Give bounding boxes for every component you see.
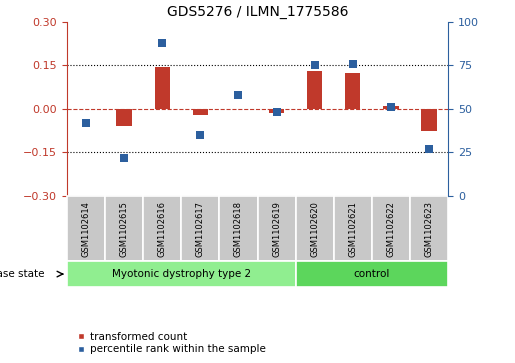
Text: GSM1102618: GSM1102618: [234, 201, 243, 257]
FancyBboxPatch shape: [181, 196, 219, 261]
Bar: [307, 71, 322, 109]
Text: GSM1102620: GSM1102620: [310, 201, 319, 257]
Point: [196, 132, 204, 138]
Point: [120, 155, 128, 160]
Bar: [269, 109, 284, 113]
FancyBboxPatch shape: [258, 196, 296, 261]
Bar: [421, 109, 437, 131]
Point: [82, 120, 90, 126]
Text: GSM1102615: GSM1102615: [119, 201, 129, 257]
Text: GSM1102622: GSM1102622: [386, 201, 396, 257]
Point: [234, 92, 243, 98]
Point: [387, 104, 395, 110]
Bar: [193, 109, 208, 115]
Point: [158, 40, 166, 46]
Text: disease state: disease state: [0, 269, 44, 279]
FancyBboxPatch shape: [296, 261, 448, 287]
Bar: [116, 109, 132, 126]
Text: GSM1102617: GSM1102617: [196, 201, 205, 257]
FancyBboxPatch shape: [143, 196, 181, 261]
FancyBboxPatch shape: [67, 196, 105, 261]
FancyBboxPatch shape: [296, 196, 334, 261]
Point: [349, 61, 357, 66]
Text: GSM1102614: GSM1102614: [81, 201, 91, 257]
Point: [425, 146, 433, 152]
FancyBboxPatch shape: [372, 196, 410, 261]
FancyBboxPatch shape: [410, 196, 448, 261]
FancyBboxPatch shape: [105, 196, 143, 261]
Text: Myotonic dystrophy type 2: Myotonic dystrophy type 2: [112, 269, 251, 279]
Text: GSM1102616: GSM1102616: [158, 201, 167, 257]
Text: GSM1102619: GSM1102619: [272, 201, 281, 257]
FancyBboxPatch shape: [219, 196, 258, 261]
FancyBboxPatch shape: [67, 261, 296, 287]
Legend: transformed count, percentile rank within the sample: transformed count, percentile rank withi…: [77, 332, 266, 354]
Bar: [154, 67, 170, 109]
FancyBboxPatch shape: [334, 196, 372, 261]
Point: [272, 110, 281, 115]
Title: GDS5276 / ILMN_1775586: GDS5276 / ILMN_1775586: [167, 5, 348, 19]
Bar: [383, 106, 399, 109]
Text: GSM1102621: GSM1102621: [348, 201, 357, 257]
Bar: [345, 73, 360, 109]
Text: control: control: [354, 269, 390, 279]
Point: [311, 62, 319, 68]
Text: GSM1102623: GSM1102623: [424, 201, 434, 257]
